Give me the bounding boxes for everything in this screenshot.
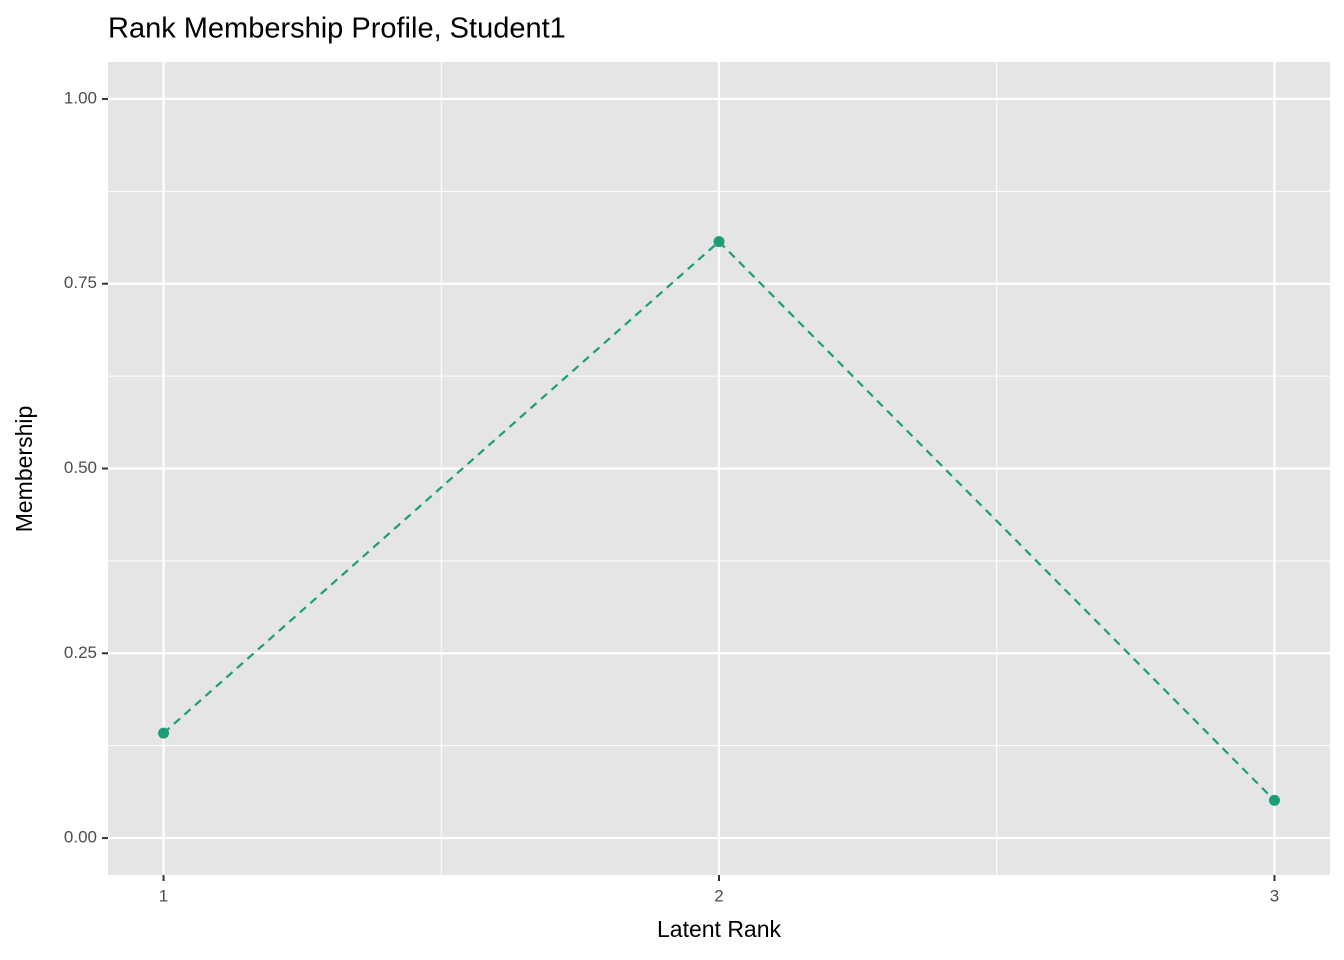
chart-title: Rank Membership Profile, Student1 xyxy=(108,13,566,45)
y-tick-label: 0.75 xyxy=(64,273,97,292)
data-point xyxy=(1268,794,1280,806)
y-tick-label: 0.25 xyxy=(64,643,97,662)
data-point xyxy=(713,236,725,248)
data-line xyxy=(162,240,1276,802)
x-tick-label: 1 xyxy=(159,886,168,905)
data-point xyxy=(158,727,170,739)
x-axis-title: Latent Rank xyxy=(657,916,782,942)
x-tick-label: 3 xyxy=(1270,886,1279,905)
y-tick-label: 0.50 xyxy=(64,458,97,477)
y-axis-title: Membership xyxy=(11,406,37,533)
x-tick-label: 2 xyxy=(714,886,723,905)
y-tick-label: 0.00 xyxy=(64,828,97,847)
y-tick-label: 1.00 xyxy=(64,88,97,107)
